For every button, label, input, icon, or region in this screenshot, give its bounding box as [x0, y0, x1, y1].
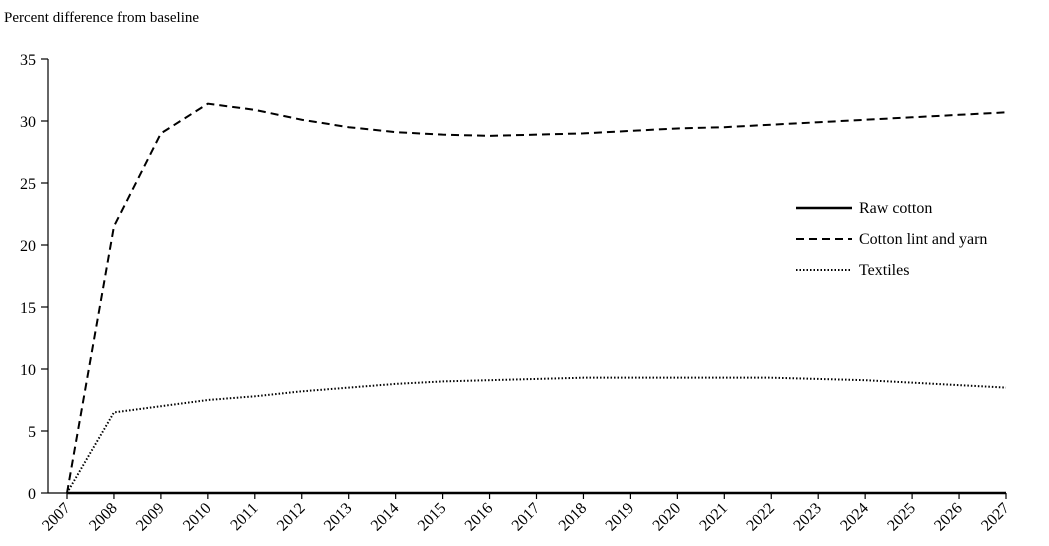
x-tick-label: 2026	[931, 500, 966, 535]
x-tick-label: 2022	[743, 500, 778, 535]
y-tick-label: 25	[20, 176, 36, 193]
y-tick-label: 15	[20, 300, 36, 317]
legend: Raw cotton Cotton lint and yarn Textiles	[796, 200, 987, 279]
y-tick-label: 5	[28, 424, 36, 441]
series-layer	[66, 102, 1007, 495]
x-tick-label: 2013	[321, 500, 356, 535]
series-line-textiles	[66, 376, 1007, 494]
x-tick-label: 2012	[274, 500, 309, 535]
x-tick-label: 2027	[978, 500, 1013, 535]
y-tick-label: 0	[28, 486, 36, 503]
x-tick-label: 2023	[790, 500, 825, 535]
y-axis-title: Percent difference from baseline	[4, 10, 199, 26]
x-tick-label: 2025	[884, 500, 919, 535]
legend-label-cotton-lint-and-yarn: Cotton lint and yarn	[859, 231, 987, 248]
x-tick-label: 2014	[368, 500, 403, 535]
legend-label-textiles: Textiles	[859, 262, 909, 279]
x-tick-label: 2008	[86, 500, 121, 535]
x-tick-label: 2007	[39, 500, 74, 535]
series-line-cotton-lint-and-yarn	[66, 102, 1007, 494]
legend-label-raw-cotton: Raw cotton	[859, 200, 932, 217]
x-tick-label: 2011	[227, 500, 261, 534]
y-tick-label: 35	[20, 52, 36, 69]
x-tick-label: 2010	[180, 500, 215, 535]
x-tick-label: 2017	[509, 500, 544, 535]
x-tick-label: 2021	[696, 500, 731, 535]
y-tick-label: 30	[20, 114, 36, 131]
x-tick-label: 2019	[603, 500, 638, 535]
x-tick-label: 2024	[837, 500, 872, 535]
y-tick-label: 20	[20, 238, 36, 255]
y-tick-label: 10	[20, 362, 36, 379]
x-tick-label: 2018	[556, 500, 591, 535]
x-tick-label: 2020	[650, 500, 685, 535]
x-tick-label: 2015	[415, 500, 450, 535]
x-tick-label: 2009	[133, 500, 168, 535]
x-tick-label: 2016	[462, 500, 497, 535]
